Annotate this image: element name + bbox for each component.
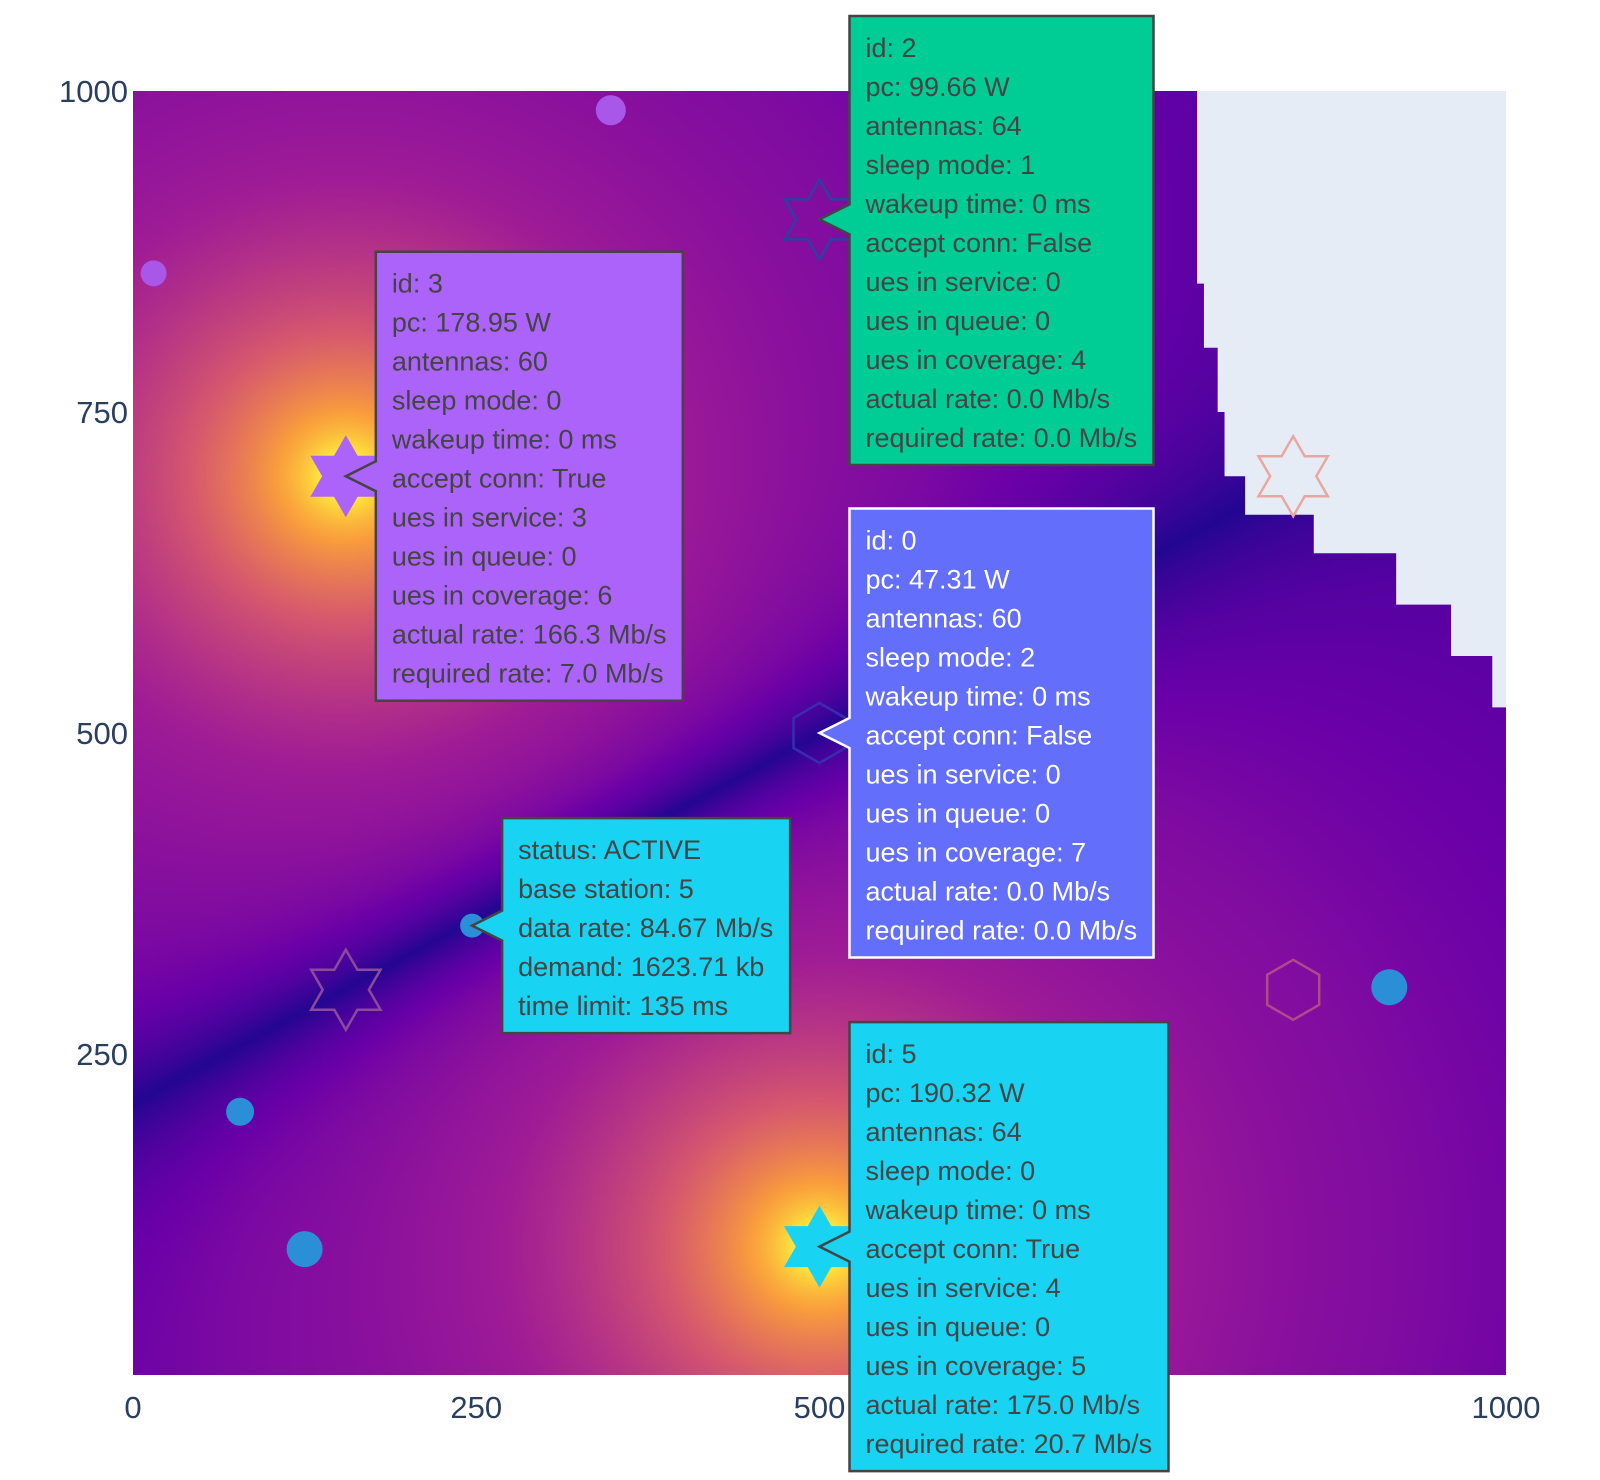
hover-label-line: id: 0 bbox=[866, 526, 917, 556]
hover-label-line: pc: 190.32 W bbox=[866, 1078, 1026, 1108]
hover-label-line: wakeup time: 0 ms bbox=[865, 682, 1091, 712]
hover-label-line: sleep mode: 0 bbox=[392, 386, 562, 416]
hover-label-box bbox=[469, 816, 792, 1035]
ue-point-0[interactable] bbox=[595, 95, 626, 126]
hover-label-line: ues in queue: 0 bbox=[866, 306, 1051, 336]
hover-label-line: id: 5 bbox=[866, 1039, 917, 1069]
hover-label-line: actual rate: 166.3 Mb/s bbox=[392, 620, 667, 650]
hover-label-line: demand: 1623.71 kb bbox=[518, 952, 764, 982]
hover-label-line: wakeup time: 0 ms bbox=[391, 425, 617, 455]
hover-label-box bbox=[343, 250, 685, 702]
hover-label-line: id: 3 bbox=[392, 269, 443, 299]
hover-label-box bbox=[816, 1020, 1170, 1473]
hover-label-line: sleep mode: 2 bbox=[866, 643, 1036, 673]
hover-label-0: id: 2 pc: 99.66 W antennas: 64 sleep mode: … bbox=[816, 14, 1155, 467]
hover-label-line: ues in service: 0 bbox=[866, 267, 1061, 297]
y-tick-label: 750 bbox=[76, 395, 128, 430]
hover-label-line: ues in coverage: 7 bbox=[866, 838, 1087, 868]
hover-label-line: sleep mode: 0 bbox=[866, 1156, 1036, 1186]
uncovered-area bbox=[1197, 91, 1506, 718]
hover-label-line: required rate: 7.0 Mb/s bbox=[392, 659, 664, 689]
hover-label-box bbox=[816, 14, 1155, 467]
hover-label-line: pc: 47.31 W bbox=[866, 565, 1011, 595]
hover-label-line: antennas: 60 bbox=[866, 604, 1022, 634]
y-tick-label: 500 bbox=[76, 716, 128, 751]
ue-point-3[interactable] bbox=[226, 1097, 255, 1126]
hover-label-line: ues in coverage: 5 bbox=[866, 1351, 1087, 1381]
hover-label-line: antennas: 64 bbox=[866, 1117, 1022, 1147]
hover-label-1: id: 3 pc: 178.95 W antennas: 60 sleep mode:… bbox=[343, 250, 685, 702]
hover-label-line: id: 2 bbox=[866, 33, 917, 63]
hover-label-line: ues in coverage: 4 bbox=[866, 345, 1087, 375]
hover-label-line: base station: 5 bbox=[518, 874, 694, 904]
y-tick-label: 1000 bbox=[59, 74, 128, 109]
hover-label-line: ues in queue: 0 bbox=[866, 1312, 1051, 1342]
hover-label-box bbox=[816, 507, 1155, 959]
hover-label-line: sleep mode: 1 bbox=[866, 150, 1036, 180]
hover-label-line: antennas: 60 bbox=[392, 347, 548, 377]
uncovered-region bbox=[1197, 91, 1506, 718]
x-tick-label: 500 bbox=[794, 1390, 846, 1425]
axis-ticks: 0 250 500 1000 250 500 750 1000 bbox=[59, 74, 1540, 1425]
hover-label-line: required rate: 0.0 Mb/s bbox=[866, 423, 1138, 453]
hover-labels: id: 2 pc: 99.66 W antennas: 64 sleep mode: … bbox=[343, 14, 1170, 1473]
hover-label-line: accept conn: False bbox=[866, 721, 1093, 751]
base-station-1-hexagon[interactable] bbox=[1265, 958, 1321, 1022]
hover-label-line: ues in queue: 0 bbox=[866, 799, 1051, 829]
hover-label-line: status: ACTIVE bbox=[518, 835, 701, 865]
hover-label-line: required rate: 20.7 Mb/s bbox=[866, 1429, 1153, 1459]
hover-label-line: ues in service: 4 bbox=[866, 1273, 1061, 1303]
hover-label-line: ues in service: 3 bbox=[392, 503, 587, 533]
x-tick-label: 250 bbox=[450, 1390, 502, 1425]
hover-label-line: ues in service: 0 bbox=[866, 760, 1061, 790]
base-station-4-hexagram[interactable] bbox=[309, 947, 383, 1033]
hover-label-line: wakeup time: 0 ms bbox=[865, 189, 1091, 219]
base-station-6-hexagram[interactable] bbox=[1256, 433, 1330, 519]
ue-point-4[interactable] bbox=[286, 1231, 323, 1268]
hover-label-2: id: 0 pc: 47.31 W antennas: 60 sleep mode: … bbox=[816, 507, 1155, 959]
x-tick-label: 0 bbox=[124, 1390, 141, 1425]
hover-label-4: id: 5 pc: 190.32 W antennas: 64 sleep mode:… bbox=[816, 1020, 1170, 1473]
markers-layer bbox=[140, 95, 1408, 1288]
hover-label-line: wakeup time: 0 ms bbox=[865, 1195, 1091, 1225]
x-tick-label: 1000 bbox=[1472, 1390, 1541, 1425]
hover-label-line: ues in queue: 0 bbox=[392, 542, 577, 572]
hover-label-line: actual rate: 0.0 Mb/s bbox=[866, 877, 1111, 907]
hover-label-line: data rate: 84.67 Mb/s bbox=[518, 913, 773, 943]
hover-label-line: actual rate: 175.0 Mb/s bbox=[866, 1390, 1141, 1420]
hover-label-line: ues in coverage: 6 bbox=[392, 581, 613, 611]
hover-label-line: pc: 178.95 W bbox=[392, 308, 552, 338]
hover-label-3: status: ACTIVE base station: 5 data rate: … bbox=[469, 816, 792, 1035]
hover-label-line: required rate: 0.0 Mb/s bbox=[866, 916, 1138, 946]
hover-label-line: antennas: 64 bbox=[866, 111, 1022, 141]
hover-label-line: accept conn: True bbox=[392, 464, 607, 494]
ue-point-5[interactable] bbox=[1371, 969, 1408, 1006]
hover-label-line: pc: 99.66 W bbox=[866, 72, 1011, 102]
y-tick-label: 250 bbox=[76, 1037, 128, 1072]
hover-label-line: accept conn: True bbox=[866, 1234, 1081, 1264]
base-station-0-hexagon[interactable] bbox=[792, 701, 847, 765]
hover-label-line: time limit: 135 ms bbox=[518, 991, 728, 1021]
hover-label-line: accept conn: False bbox=[866, 228, 1093, 258]
ue-point-1[interactable] bbox=[140, 260, 167, 287]
hover-label-line: actual rate: 0.0 Mb/s bbox=[866, 384, 1111, 414]
